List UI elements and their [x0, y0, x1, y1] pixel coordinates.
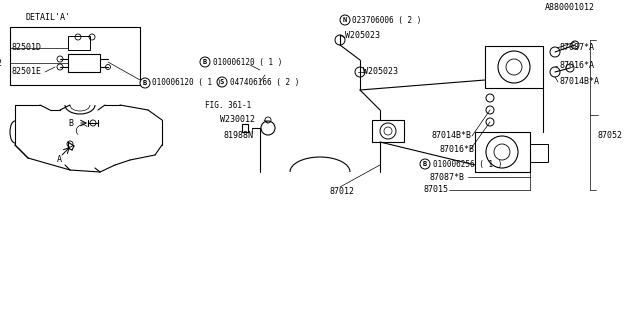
Bar: [68, 36, 90, 50]
Text: N: N: [343, 17, 347, 23]
Text: 81988N: 81988N: [223, 131, 253, 140]
Text: 82501E: 82501E: [12, 68, 42, 76]
Text: A: A: [57, 156, 62, 164]
Circle shape: [420, 159, 430, 169]
Text: 87016*B: 87016*B: [440, 146, 475, 155]
Bar: [372, 120, 404, 142]
Text: W205023: W205023: [345, 30, 380, 39]
Text: 87012: 87012: [330, 188, 355, 196]
Text: 023706006 ( 2 ): 023706006 ( 2 ): [352, 15, 421, 25]
Circle shape: [200, 57, 210, 67]
Text: 82501D: 82501D: [12, 44, 42, 52]
Text: 010006120 ( 1 ): 010006120 ( 1 ): [213, 58, 282, 67]
Text: A880001012: A880001012: [545, 4, 595, 12]
Circle shape: [217, 77, 227, 87]
Bar: [485, 46, 543, 88]
Bar: [530, 144, 548, 162]
Circle shape: [340, 15, 350, 25]
Bar: [475, 132, 530, 172]
Text: 87015: 87015: [424, 186, 449, 195]
Text: 87014B*B: 87014B*B: [432, 132, 472, 140]
Text: 010006256 ( 1 ): 010006256 ( 1 ): [433, 159, 502, 169]
Circle shape: [140, 78, 150, 88]
Text: 87087*A: 87087*A: [560, 44, 595, 52]
Text: B: B: [68, 118, 73, 127]
Text: B: B: [143, 80, 147, 86]
Bar: [10, 27, 140, 85]
Text: 010006120 ( 1 ): 010006120 ( 1 ): [152, 78, 221, 87]
Bar: [68, 54, 100, 72]
Text: B: B: [203, 59, 207, 65]
Text: DETAIL'A': DETAIL'A': [25, 13, 70, 22]
Text: 87052: 87052: [598, 132, 623, 140]
Text: B: B: [423, 161, 427, 167]
Text: 87022: 87022: [0, 59, 2, 68]
Text: W230012: W230012: [220, 116, 255, 124]
Text: 047406166 ( 2 ): 047406166 ( 2 ): [230, 77, 300, 86]
Text: W205023: W205023: [363, 68, 398, 76]
Text: S: S: [220, 79, 224, 85]
Text: FIG. 361-1: FIG. 361-1: [205, 100, 252, 109]
Text: 87087*B: 87087*B: [430, 172, 465, 181]
Text: 87016*A: 87016*A: [560, 61, 595, 70]
Text: 87014B*A: 87014B*A: [560, 77, 600, 86]
